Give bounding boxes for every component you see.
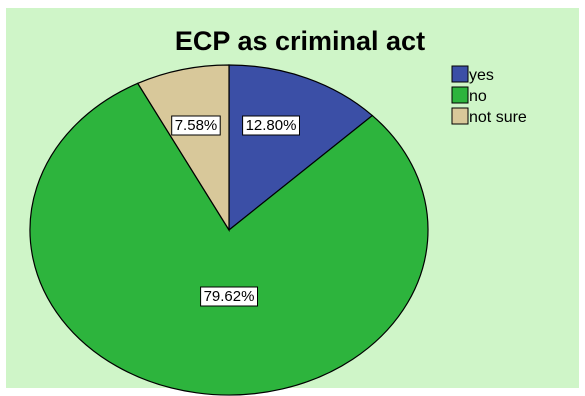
data-label-not-sure: 7.58% <box>171 115 221 136</box>
data-label-box <box>200 286 259 307</box>
legend-item-not-sure: not sure <box>451 107 527 126</box>
pie-slice-not-sure <box>136 64 230 233</box>
pie-slices <box>29 64 429 396</box>
pie-slice-yes <box>228 64 374 232</box>
data-label-yes: 12.80% <box>242 115 301 136</box>
data-label-box <box>242 115 301 136</box>
legend-label: not sure <box>469 109 527 126</box>
pie-data-labels: 12.80% 79.62% 7.58% <box>171 115 301 307</box>
legend-swatch <box>451 86 469 104</box>
legend-label: no <box>469 88 487 105</box>
legend-swatch <box>451 65 469 83</box>
legend-item-no: no <box>451 86 487 105</box>
data-label-text: 12.80% <box>246 117 297 134</box>
legend-label: yes <box>469 67 494 84</box>
data-label-text: 7.58% <box>175 117 218 134</box>
legend-item-yes: yes <box>451 65 494 84</box>
chart-title: ECP as criminal act <box>175 26 425 56</box>
data-label-box <box>171 115 221 136</box>
data-label-text: 79.62% <box>204 288 255 305</box>
chart-legend: yes no not sure <box>451 65 527 126</box>
legend-swatch <box>451 107 469 125</box>
data-label-no: 79.62% <box>200 286 259 307</box>
pie-slice-no <box>29 82 429 396</box>
